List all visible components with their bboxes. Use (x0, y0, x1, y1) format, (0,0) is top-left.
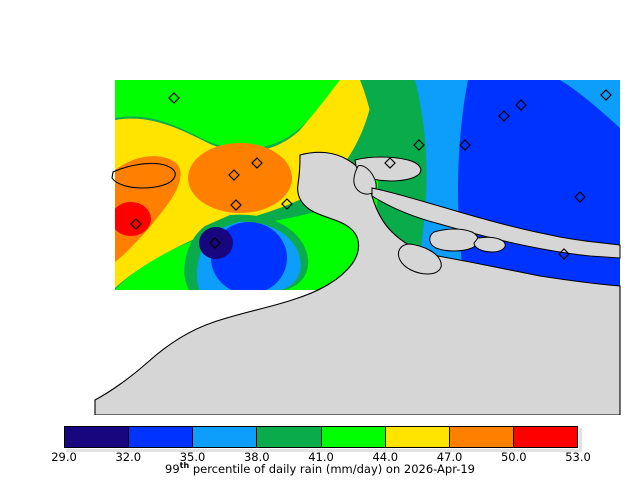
colorbar-tick-41-0: 41.0 (308, 450, 334, 464)
colorbar-tick-44-0: 44.0 (372, 450, 399, 464)
contour-band-50-53-maximum (115, 202, 151, 236)
diamond-marker (574, 191, 586, 203)
island-east-tiny (473, 236, 506, 253)
caption-superscript: th (179, 461, 190, 470)
colorbar-segment-41-44 (321, 427, 386, 447)
colorbar-segment-38-41 (257, 427, 322, 447)
colorbar-caption: 99th percentile of daily rain (mm/day) o… (0, 461, 640, 476)
contour-band-47-50-central (188, 143, 292, 213)
colorbar-tick-47-0: 47.0 (436, 450, 463, 464)
colorbar-segment-44-47 (385, 427, 450, 447)
contour-band-35-38-far-east (596, 80, 620, 118)
caption-rest: percentile of daily rain (mm/day) on 202… (189, 461, 475, 476)
diamond-marker (168, 92, 180, 104)
colorbar-segment-47-50 (449, 427, 514, 447)
island-east-small (429, 228, 479, 252)
diamond-marker (459, 139, 471, 151)
island-south-east (397, 243, 442, 275)
contour-map (94, 80, 621, 415)
coastal-strip-east (371, 187, 621, 259)
diamond-marker (384, 157, 396, 169)
colorbar (64, 426, 578, 448)
contour-band-29-32-minimum (199, 227, 233, 259)
colorbar-shadow-bottom (66, 449, 580, 452)
colorbar-tick-32-0: 32.0 (115, 450, 142, 464)
diamond-marker (498, 110, 510, 122)
contour-band-32-35-east (458, 80, 620, 290)
diamond-marker (515, 99, 527, 111)
colorbar-shadow-right (579, 428, 582, 452)
colorbar-segment-32-35 (129, 427, 194, 447)
diamond-marker (281, 198, 293, 210)
colorbar-tick-29-0: 29.0 (51, 450, 77, 464)
landmass-group (94, 151, 621, 415)
diamond-marker (413, 139, 425, 151)
diamond-marker (209, 237, 221, 249)
colorbar-tick-38-0: 38.0 (243, 450, 270, 464)
island-outline-west (111, 162, 176, 189)
colorbar-segment-50-53 (513, 427, 577, 447)
station-markers-group (130, 89, 612, 260)
colorbar-tick-53-0: 53.0 (565, 450, 591, 464)
diamond-marker (600, 89, 612, 101)
colorbar-tick-35-0: 35.0 (179, 450, 206, 464)
diamond-marker (251, 157, 263, 169)
diamond-marker (558, 248, 570, 260)
colorbar-tick-labels: 29.0 32.0 35.0 38.0 41.0 44.0 47.0 50.0 53.0 (0, 450, 640, 464)
diamond-marker (130, 218, 142, 230)
colorbar-tick-50-0: 50.0 (500, 450, 527, 464)
colorbar-segment-35-38 (193, 427, 258, 447)
diamond-marker (228, 169, 240, 181)
olympic-peninsula-land (94, 151, 621, 415)
colorbar-segment-29-32 (65, 427, 130, 447)
caption-prefix: 99 (165, 461, 180, 476)
diamond-marker (230, 199, 242, 211)
